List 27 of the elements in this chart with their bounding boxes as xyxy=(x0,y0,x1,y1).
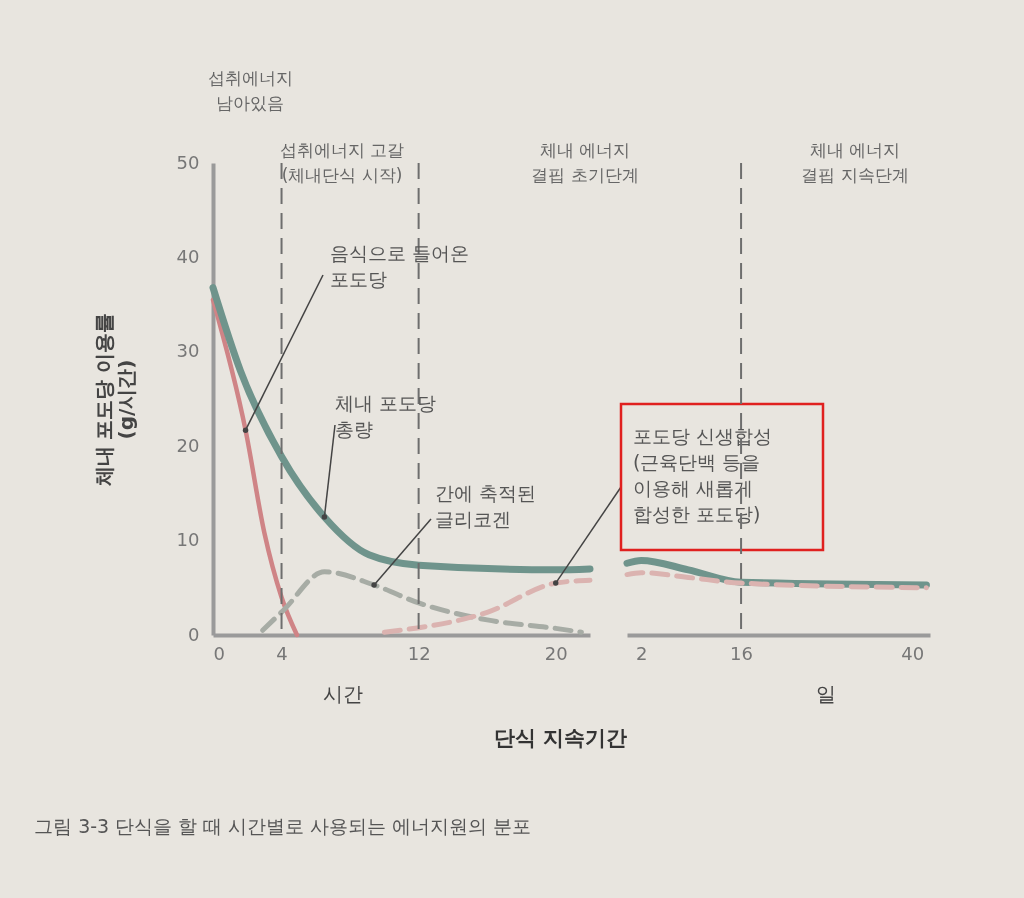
y-tick-label: 20 xyxy=(176,434,200,456)
x-axis-title: 단식 지속기간 xyxy=(493,725,628,750)
x-tick-label: 0 xyxy=(213,642,225,664)
y-tick-label: 0 xyxy=(188,623,200,645)
text: 시간 xyxy=(323,682,363,706)
x-tick-label: 20 xyxy=(544,642,568,664)
annotation: 체내 에너지 결핍 지속단계 xyxy=(801,140,909,185)
text: 음식으로 들어온 포도당 xyxy=(330,242,470,290)
y-tick-label: 50 xyxy=(176,151,200,173)
text: 섭취에너지 남아있음 xyxy=(207,68,293,113)
y-tick-label: 30 xyxy=(176,340,200,362)
y-tick-label: 40 xyxy=(176,245,200,267)
y-tick-label: 10 xyxy=(176,529,200,551)
x-tick-label: 12 xyxy=(407,642,431,664)
text: 간에 축적된 글리코겐 xyxy=(435,482,537,530)
text: 포도당 신생합성 (근육단백 등을 이용해 새롭게 합성한 포도당) xyxy=(633,425,773,525)
text: 체내 포도당 총량 xyxy=(335,392,437,440)
x-tick-label: 16 xyxy=(730,642,754,664)
x-tick-label: 40 xyxy=(901,642,925,664)
annotation: 체내 에너지 결핍 초기단계 xyxy=(531,140,639,185)
y-axis-title: 체내 포도당 이용률 (g/시간) xyxy=(91,312,138,488)
annotation: 섭취에너지 고갈 (체내단식 시작) xyxy=(279,140,405,185)
x-tick-label: 4 xyxy=(276,642,288,664)
text: 일 xyxy=(816,682,836,706)
text: 그림 3-3 단식을 할 때 시간별로 사용되는 에너지원의 분포 xyxy=(34,815,532,837)
line-series xyxy=(210,297,300,638)
x-tick-label: 2 xyxy=(636,642,648,664)
